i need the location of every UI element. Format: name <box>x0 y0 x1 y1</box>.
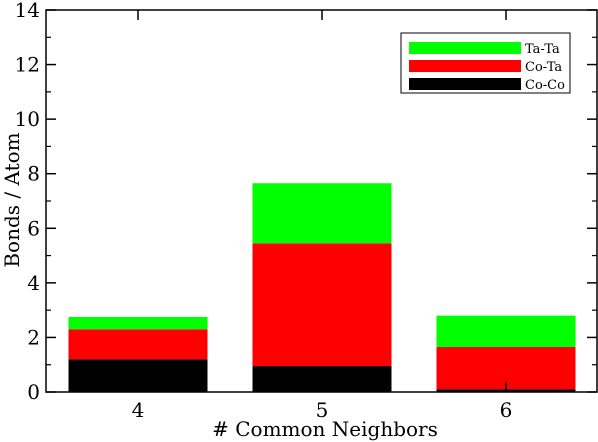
y-tick-label: 2 <box>27 325 40 349</box>
y-tick-label: 6 <box>27 216 40 240</box>
x-axis-title: # Common Neighbors <box>212 417 438 441</box>
y-tick-label: 10 <box>15 107 40 131</box>
x-tick-label-5: 5 <box>316 398 329 422</box>
x-tick-label-4: 4 <box>132 398 145 422</box>
bar-ta-ta-6 <box>436 315 576 347</box>
y-tick-label: 8 <box>27 162 40 186</box>
bar-ta-ta-5 <box>252 183 392 244</box>
bar-co-ta-4 <box>68 329 208 360</box>
y-tick-label: 4 <box>27 271 40 295</box>
legend: Ta-Ta Co-Ta Co-Co <box>400 32 571 94</box>
x-tick-label-6: 6 <box>500 398 513 422</box>
y-tick-label: 12 <box>15 53 40 77</box>
y-axis-ticks: 0 2 4 6 8 10 12 14 <box>15 0 597 404</box>
x-axis-ticks: 4 5 6 <box>132 10 513 422</box>
legend-label-co-co: Co-Co <box>525 78 565 93</box>
bars-group <box>68 183 576 392</box>
legend-swatch-co-ta <box>409 60 521 72</box>
bar-ta-ta-4 <box>68 316 208 330</box>
bar-co-ta-5 <box>252 243 392 367</box>
y-axis-title: Bonds / Atom <box>0 132 24 267</box>
y-tick-label: 14 <box>15 0 40 22</box>
legend-swatch-ta-ta <box>409 42 521 54</box>
legend-swatch-co-co <box>409 78 521 90</box>
legend-label-co-ta: Co-Ta <box>525 60 562 75</box>
y-tick-label: 0 <box>27 380 40 404</box>
legend-label-ta-ta: Ta-Ta <box>525 42 560 57</box>
